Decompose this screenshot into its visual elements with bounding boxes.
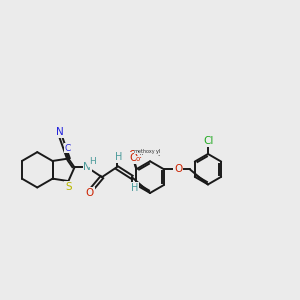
Text: o: o [137,151,142,160]
Text: N: N [83,162,91,172]
Text: H: H [130,183,138,193]
Text: S: S [65,182,72,192]
Text: O: O [128,150,136,160]
Text: O: O [174,164,182,174]
Text: methoxy: methoxy [138,152,162,157]
Text: N: N [56,127,64,137]
Text: O: O [130,153,138,163]
Text: Cl: Cl [203,136,214,146]
Text: methyl: methyl [143,149,161,154]
Text: o: o [136,156,140,162]
Text: O: O [85,188,94,198]
Text: methoxy: methoxy [134,149,155,154]
Text: H: H [115,152,123,162]
Text: H: H [89,158,96,166]
Text: C: C [64,144,71,153]
